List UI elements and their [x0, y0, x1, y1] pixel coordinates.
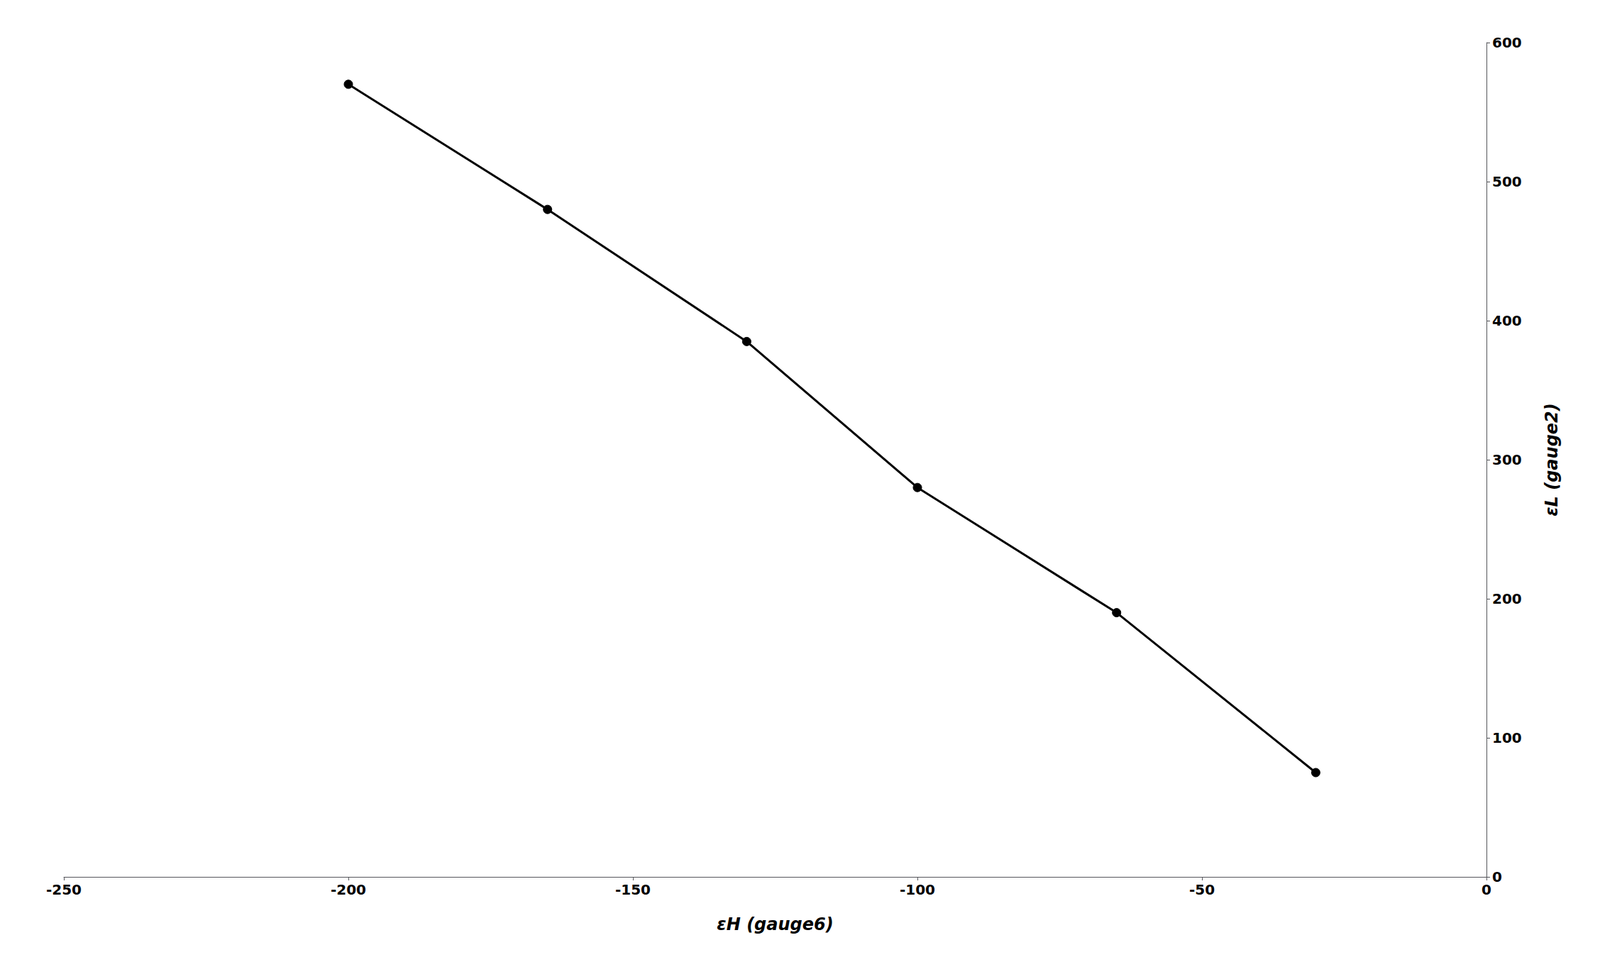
- svg-text:-150: -150: [615, 881, 651, 899]
- svg-text:400: 400: [1492, 312, 1522, 330]
- svg-text:-200: -200: [330, 881, 367, 899]
- svg-text:0: 0: [1492, 868, 1503, 886]
- svg-text:200: 200: [1492, 590, 1522, 608]
- svg-text:0: 0: [1481, 881, 1492, 899]
- svg-text:-50: -50: [1189, 881, 1215, 899]
- svg-text:εL (gauge2): εL (gauge2): [1541, 403, 1562, 517]
- svg-text:300: 300: [1492, 451, 1522, 469]
- svg-text:100: 100: [1492, 729, 1522, 747]
- svg-text:-250: -250: [46, 881, 82, 899]
- svg-text:500: 500: [1492, 173, 1522, 191]
- svg-text:600: 600: [1492, 34, 1522, 52]
- svg-text:εH (gauge6): εH (gauge6): [716, 914, 833, 935]
- svg-text:-100: -100: [899, 881, 936, 899]
